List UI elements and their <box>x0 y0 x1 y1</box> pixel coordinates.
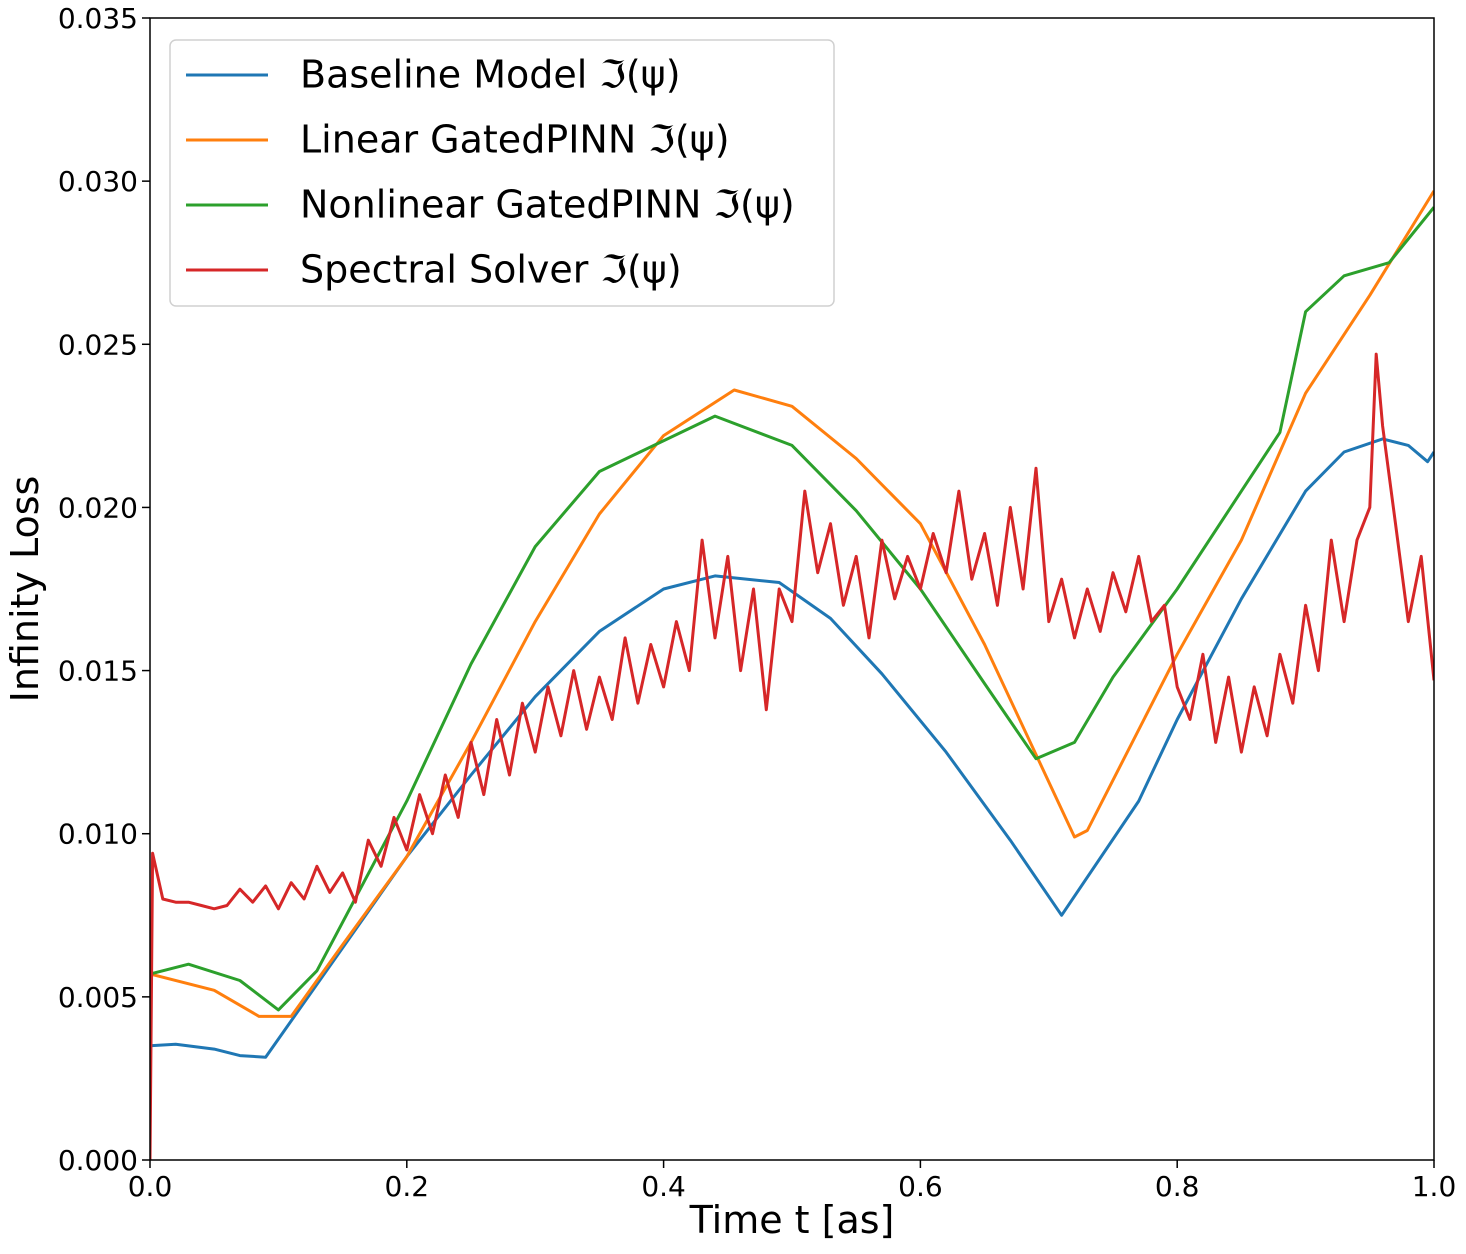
legend-label: Spectral Solver ℑ(ψ) <box>300 248 682 292</box>
x-tick-label: 0.2 <box>385 1170 430 1203</box>
legend-label: Nonlinear GatedPINN ℑ(ψ) <box>300 183 795 227</box>
y-tick-label: 0.015 <box>58 655 138 688</box>
y-tick-label: 0.010 <box>58 818 138 851</box>
x-axis-label: Time t [as] <box>689 1198 895 1242</box>
line-series <box>150 190 1434 1018</box>
y-tick-label: 0.000 <box>58 1144 138 1177</box>
y-tick-label: 0.030 <box>58 165 138 198</box>
legend-label: Linear GatedPINN ℑ(ψ) <box>300 118 730 162</box>
plot-frame <box>149 17 1435 1161</box>
line-series <box>150 206 1434 1012</box>
x-tick-label: 0.8 <box>1155 1170 1200 1203</box>
line-series <box>150 352 1434 1160</box>
line-series <box>150 437 1434 1059</box>
x-tick-label: 0.6 <box>898 1170 943 1203</box>
y-tick-label: 0.005 <box>58 981 138 1014</box>
y-tick-label: 0.025 <box>58 328 138 361</box>
x-tick-label: 0.0 <box>128 1170 173 1203</box>
legend: Baseline Model ℑ(ψ) Linear GatedPINN ℑ(ψ)… <box>169 39 835 307</box>
legend-label: Baseline Model ℑ(ψ) <box>300 53 681 97</box>
legend-box <box>169 39 835 307</box>
y-tick-label: 0.020 <box>58 491 138 524</box>
plot-lines <box>150 190 1434 1160</box>
x-tick-label: 1.0 <box>1412 1170 1457 1203</box>
x-tick-label: 0.4 <box>641 1170 686 1203</box>
y-axis-label: Infinity Loss <box>3 476 47 703</box>
y-tick-label: 0.035 <box>58 2 138 35</box>
